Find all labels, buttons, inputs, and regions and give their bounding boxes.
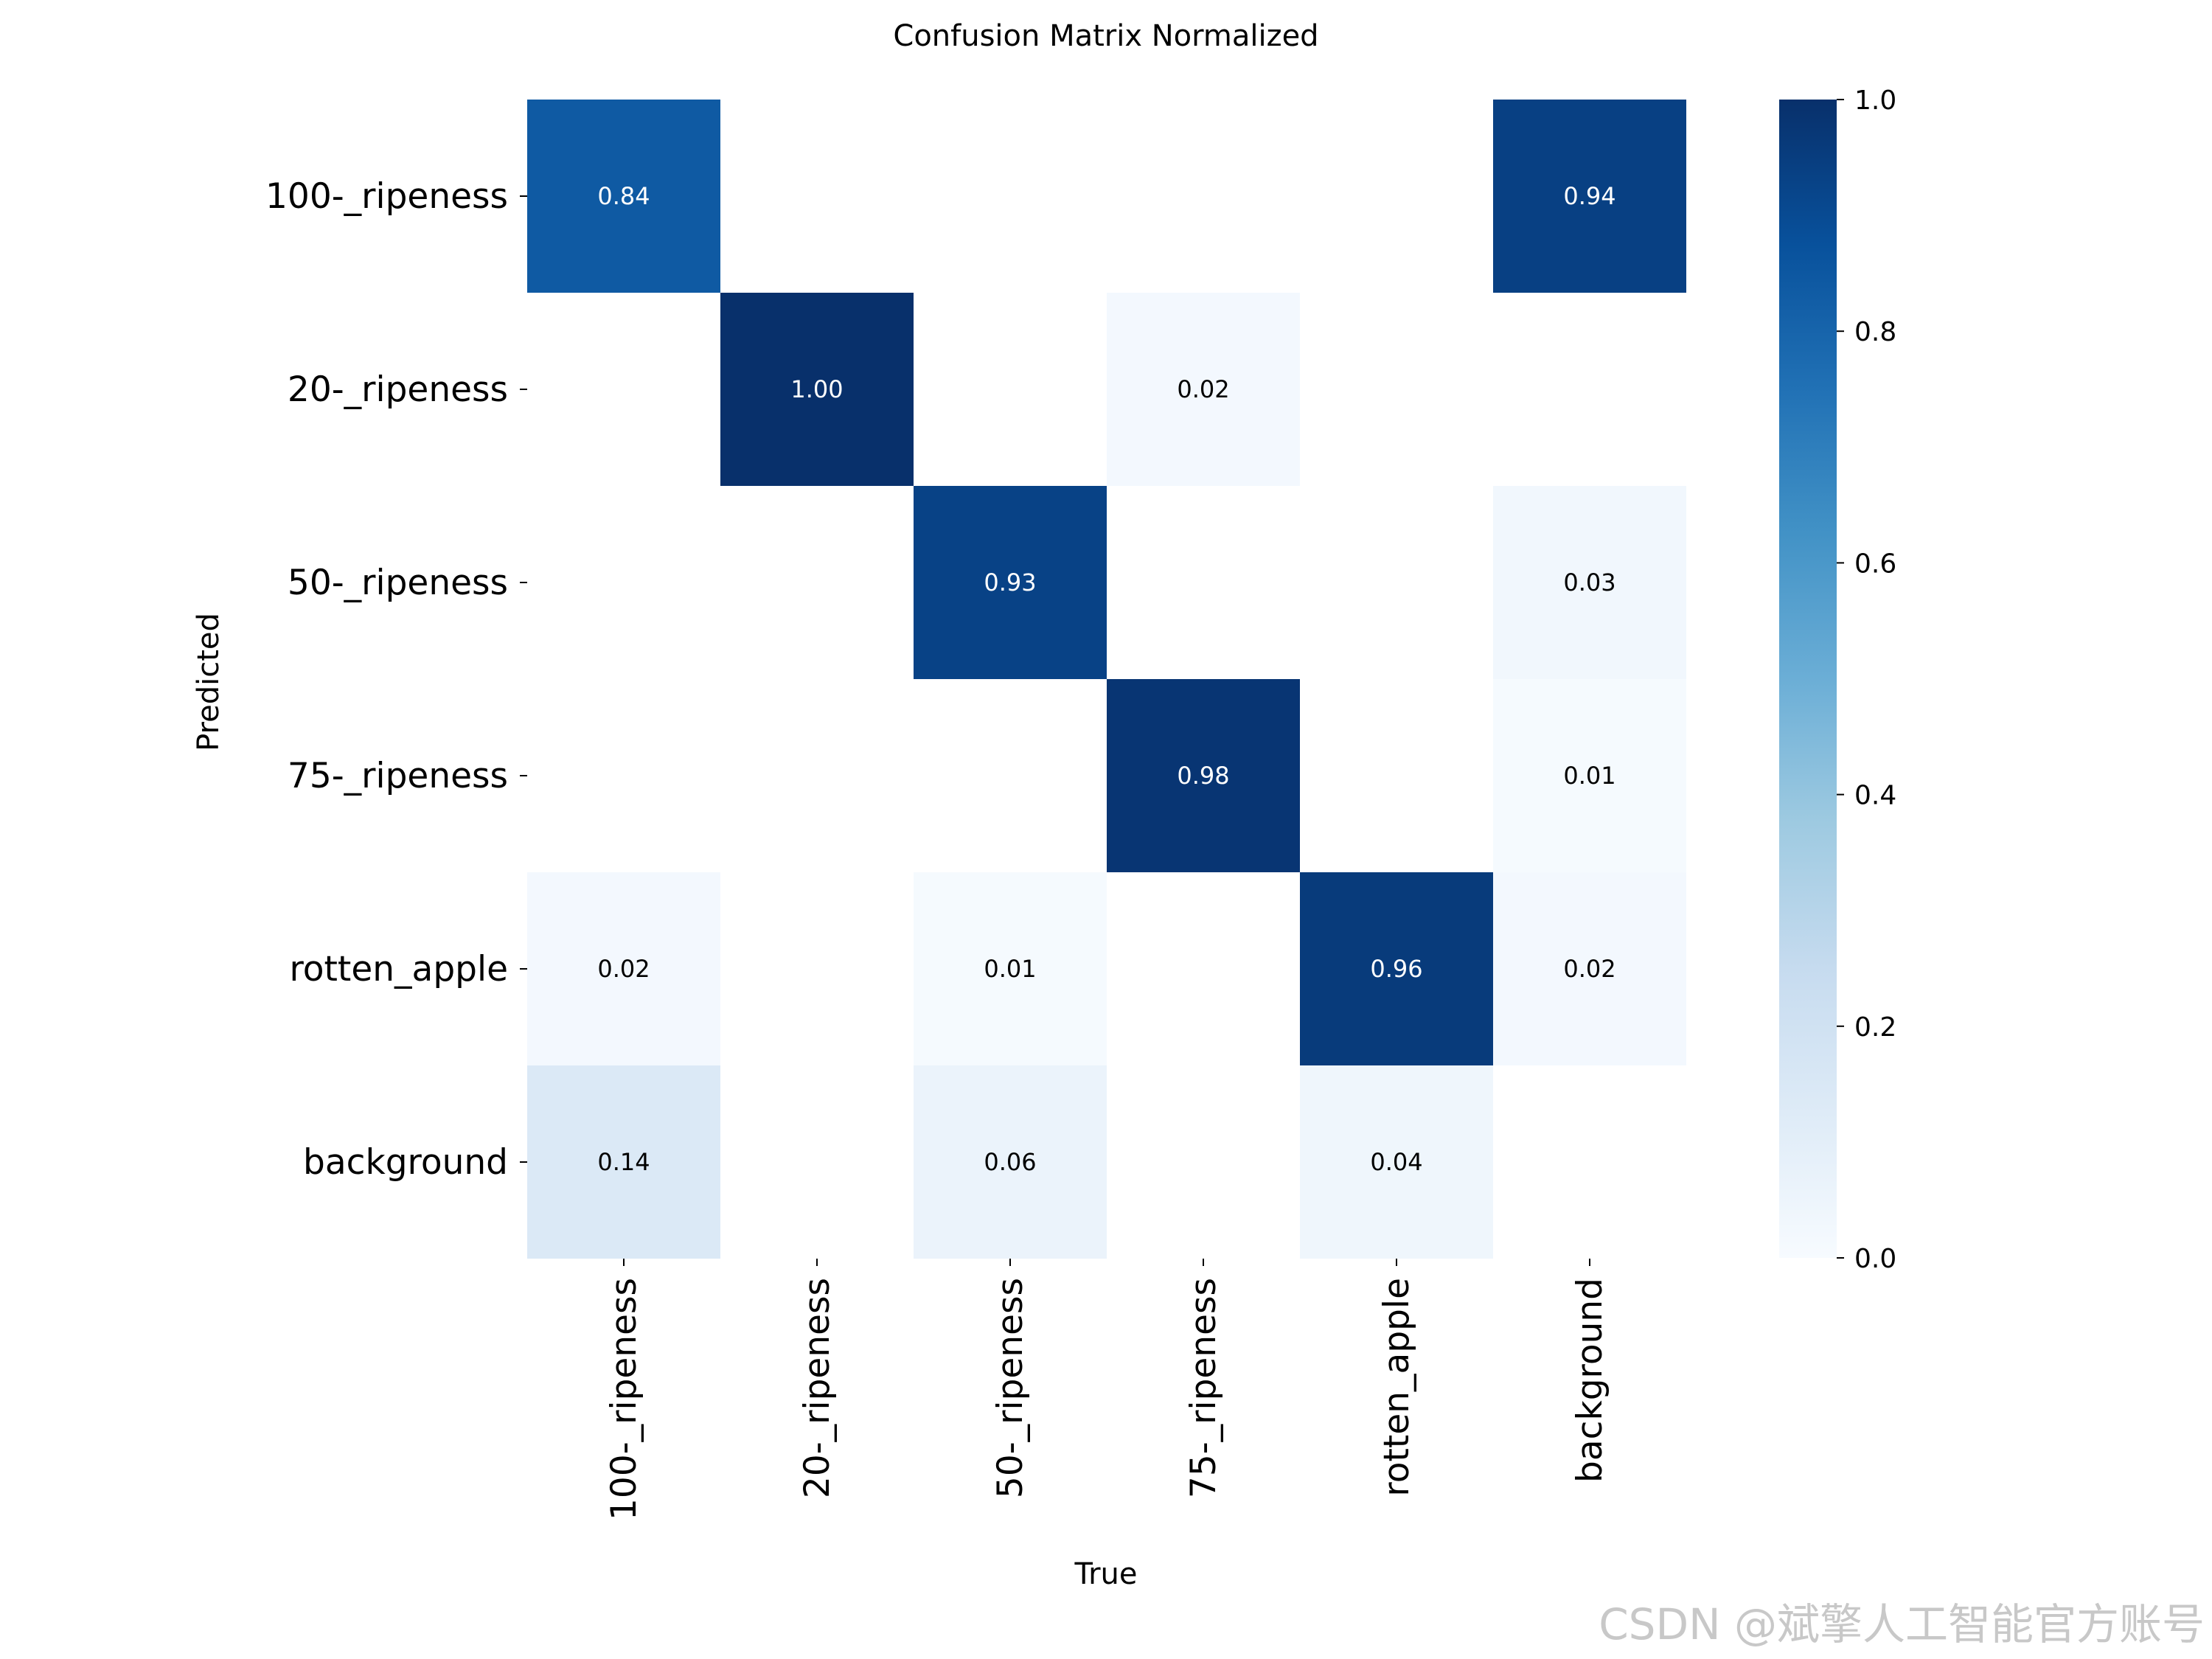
y-tick-label: 100-_ripeness [265,176,508,217]
y-axis: 100-_ripeness 20-_ripeness 50-_ripeness 75-… [265,176,527,1183]
y-tick-label: 75-_ripeness [288,756,508,796]
cell-value-label: 0.93 [984,568,1036,597]
heatmap-cell [527,872,720,1065]
colorbar-tick-label: 0.0 [1854,1244,1896,1274]
colorbar-tick-label: 0.2 [1854,1012,1896,1043]
x-tick-label: 75-_ripeness [1183,1278,1224,1498]
cell-value-label: 0.03 [1563,568,1615,597]
heatmap-cell [1107,679,1300,872]
watermark: CSDN @斌擎人工智能官方账号 [1599,1599,2205,1649]
y-tick-label: 20-_ripeness [288,369,508,410]
x-tick-label: 100-_ripeness [604,1278,644,1520]
colorbar-ticks: 0.0 0.2 0.4 0.6 0.8 1.0 [1837,86,1896,1274]
cell-value-label: 0.02 [1563,955,1615,983]
cell-value-label: 0.04 [1370,1148,1422,1176]
x-tick-label: 50-_ripeness [990,1278,1031,1498]
cell-value-label: 0.01 [984,955,1036,983]
heatmap-cell [1300,1065,1493,1259]
cell-value-label: 0.84 [597,182,650,210]
cell-value-label: 1.00 [790,375,843,403]
heatmap-cells [527,100,1686,1259]
x-tick-label: background [1570,1278,1610,1483]
heatmap-cell [1493,679,1686,872]
cell-value-label: 0.02 [1177,375,1229,403]
y-tick-label: 50-_ripeness [288,563,508,603]
heatmap-cell [914,486,1107,679]
colorbar-tick-label: 0.4 [1854,781,1896,811]
cell-value-label: 0.02 [597,955,650,983]
heatmap-cell [1493,872,1686,1065]
heatmap-cell [1493,486,1686,679]
cell-value-label: 0.14 [597,1148,650,1176]
x-axis-label: True [1074,1557,1138,1591]
colorbar-tick-label: 1.0 [1854,86,1896,116]
heatmap-cell [914,1065,1107,1259]
heatmap-value-labels: 0.84 0.94 1.00 0.02 0.93 0.03 0.98 0.01 0.02 0.01… [597,182,1615,1176]
y-tick-label: background [303,1142,508,1183]
x-axis: 100-_ripeness 20-_ripeness 50-_ripeness 75-… [604,1259,1610,1520]
y-axis-label: Predicted [192,613,226,751]
y-tick-label: rotten_apple [289,949,508,990]
cell-value-label: 0.96 [1370,955,1422,983]
heatmap-cell [720,293,914,486]
heatmap-cell [1107,293,1300,486]
colorbar-tick-label: 0.6 [1854,549,1896,579]
cell-value-label: 0.01 [1563,762,1615,790]
x-tick-label: rotten_apple [1377,1278,1417,1497]
cell-value-label: 0.94 [1563,182,1615,210]
colorbar-tick-label: 0.8 [1854,317,1896,347]
chart-title: Confusion Matrix Normalized [893,19,1318,53]
heatmap-cell [1300,872,1493,1065]
heatmap-cell [1493,100,1686,293]
colorbar [1779,100,1837,1258]
x-tick-label: 20-_ripeness [797,1278,838,1498]
heatmap-cell [914,872,1107,1065]
cell-value-label: 0.98 [1177,762,1229,790]
cell-value-label: 0.06 [984,1148,1036,1176]
heatmap-cell [527,100,720,293]
heatmap-cell [527,1065,720,1259]
